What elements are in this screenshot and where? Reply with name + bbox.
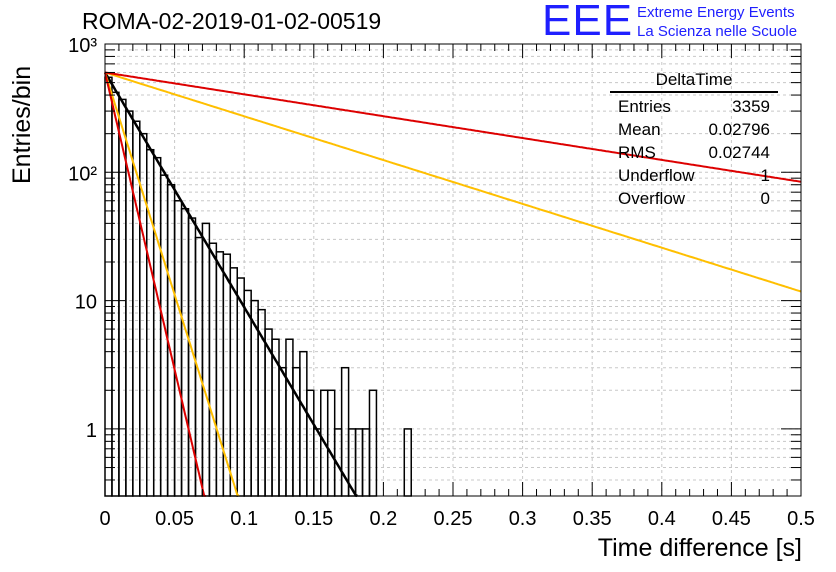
stats-label: RMS: [618, 143, 656, 162]
histogram-bin: [180, 207, 190, 497]
fit-curve: [104, 71, 802, 183]
x-tick-label: 0.5: [787, 508, 815, 530]
fit-curves: [103, 71, 802, 498]
logo-text: EEE: [542, 0, 634, 45]
histogram-bin: [299, 350, 308, 497]
histogram-bin: [229, 267, 238, 497]
stats-row: Overflow 0: [610, 187, 778, 210]
x-tick-label: 0.15: [294, 508, 333, 530]
stats-row: RMS 0.02744: [610, 141, 778, 164]
axis-ticks: [104, 43, 802, 497]
histogram-bin: [243, 289, 252, 497]
stats-label: Entries: [618, 97, 671, 116]
histogram-bin: [292, 366, 301, 497]
fit-curve: [104, 72, 240, 497]
logo-subtitle-2: La Scienza nelle Scuole: [637, 23, 798, 40]
x-tick-label: 0.45: [712, 508, 751, 530]
histogram-bars: [104, 76, 412, 497]
histogram-bin: [313, 428, 322, 497]
histogram-bin: [361, 428, 371, 497]
y-tick-label: 1: [86, 420, 97, 442]
histogram-bin: [354, 428, 364, 497]
stats-value: 0: [760, 189, 770, 208]
eee-logo: EEE Extreme Energy Events La Scienza nel…: [542, 0, 832, 45]
stats-value: 3359: [732, 97, 770, 116]
stats-label: Underflow: [618, 166, 695, 185]
histogram-bin: [173, 200, 183, 497]
stats-row: Mean 0.02796: [610, 118, 778, 141]
stats-value: 0.02796: [708, 120, 770, 139]
y-tick-label: 10²: [68, 163, 97, 185]
stats-box: DeltaTime Entries 3359 Mean 0.02796 RMS 0.0…: [610, 70, 778, 210]
logo-subtitle-1: Extreme Energy Events: [637, 4, 795, 21]
stats-label: Mean: [618, 120, 661, 139]
histogram-bin: [152, 156, 162, 497]
x-tick-label: 0: [99, 508, 110, 530]
x-tick-label: 0.1: [230, 508, 258, 530]
y-tick-label: 10: [75, 292, 97, 314]
histogram-bin: [278, 366, 287, 497]
stats-name: DeltaTime: [610, 70, 778, 93]
histogram-bin: [403, 428, 412, 497]
axis-tick-labels: 0 0.05 0.1 0.15 0.2 0.25 0.3 0.35 0.4 0.45 0.51101…: [68, 35, 815, 530]
x-axis-label: Time difference [s]: [597, 534, 802, 562]
stats-row: Underflow 1: [610, 164, 778, 187]
x-tick-label: 0.05: [155, 508, 194, 530]
histogram-bin: [104, 76, 113, 497]
run-title: ROMA-02-2019-01-02-00519: [82, 8, 382, 34]
histogram-bin: [208, 242, 218, 497]
y-axis-label: Entries/bin: [8, 65, 36, 184]
x-tick-label: 0.35: [573, 508, 612, 530]
histogram-bin: [111, 91, 120, 497]
stats-value: 0.02744: [708, 143, 770, 162]
x-tick-label: 0.4: [648, 508, 676, 530]
histogram-bin: [201, 222, 211, 497]
histogram-bin: [215, 251, 225, 497]
fit-curve: [104, 72, 207, 497]
histogram-bin: [236, 277, 245, 497]
y-tick-label: 10³: [68, 35, 97, 57]
histogram-bin: [146, 148, 155, 497]
x-tick-label: 0.3: [509, 508, 537, 530]
fit-curve: [104, 71, 802, 293]
stats-label: Overflow: [618, 189, 686, 208]
fit-curve: [103, 71, 358, 498]
x-tick-label: 0.25: [434, 508, 473, 530]
stats-row: Entries 3359: [610, 95, 778, 118]
stats-value: 1: [760, 166, 770, 185]
histogram-bin: [285, 338, 294, 497]
x-tick-label: 0.2: [369, 508, 397, 530]
